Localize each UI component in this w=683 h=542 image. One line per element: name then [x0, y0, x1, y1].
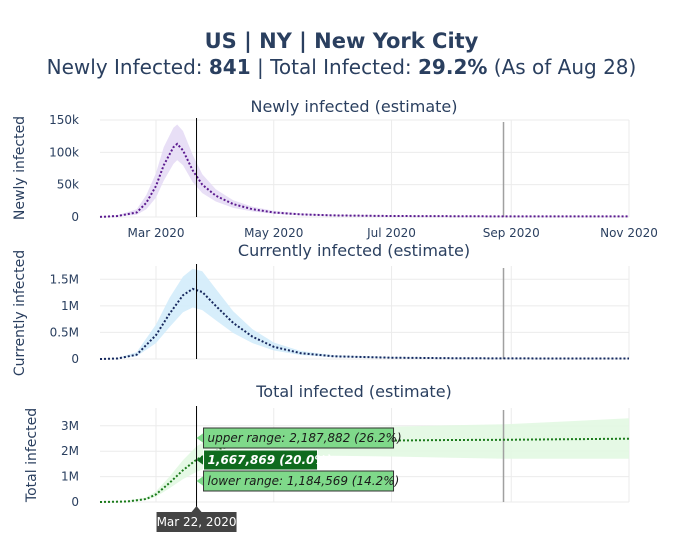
y-tick-label: 0 [71, 352, 79, 366]
uncertainty-band [100, 268, 629, 359]
tooltip-box [203, 470, 395, 492]
y-tick-label: 1.5M [50, 272, 79, 286]
y-tick-label: 0 [71, 495, 79, 509]
tooltip-pointer [196, 455, 204, 465]
series-line [99, 437, 630, 503]
series-line [99, 142, 629, 218]
y-tick-label: 1M [61, 299, 79, 313]
panel-title: Currently infected (estimate) [238, 241, 470, 260]
y-axis-label: Total infected [24, 408, 40, 503]
hover-tooltips: Mar 22, 2020 upper range: 2,187,882 (26.2… [156, 427, 402, 532]
hover-date-box [156, 512, 237, 532]
hover-date-label: Mar 22, 2020 [157, 515, 237, 529]
tooltip-box [203, 449, 319, 471]
total-infected-value: 29.2% [418, 55, 488, 79]
tooltip-box [203, 427, 395, 449]
hover-upper-label: upper range: 2,187,882 (26.2%) [208, 431, 402, 445]
y-axis-label: Currently infected [12, 250, 28, 376]
x-tick-label: Mar 2020 [127, 226, 184, 240]
chart-main-title: US | NY | New York City [204, 29, 479, 53]
panel-current: 0 0.5M 1M 1.5M Currently infected (estimate)… [12, 241, 630, 376]
series-line [99, 287, 629, 360]
tooltip-pointer [196, 476, 204, 486]
newly-infected-label: Newly Infected: [46, 55, 209, 79]
y-axis-label: Newly infected [12, 116, 28, 220]
newly-infected-value: 841 [208, 55, 251, 79]
chart-summary-line: Newly Infected: 841 | Total Infected: 29… [0, 55, 683, 79]
uncertainty-band [100, 124, 629, 217]
x-tick-label: Sep 2020 [483, 226, 540, 240]
y-tick-label: 0 [71, 210, 79, 224]
y-tick-label: 50k [57, 178, 79, 192]
panel-title: Newly infected (estimate) [250, 97, 457, 116]
x-tick-label: Nov 2020 [600, 226, 658, 240]
y-tick-label: 100k [49, 145, 79, 159]
hover-date-pointer [191, 506, 202, 512]
x-tick-label: May 2020 [244, 226, 303, 240]
y-tick-label: 3M [61, 419, 79, 433]
total-infected-label: | Total Infected: [250, 55, 419, 79]
y-tick-label: 2M [61, 444, 79, 458]
y-tick-label: 1M [61, 470, 79, 484]
panel-newly: 0 50k 100k 150k Newly infected (estimate) New… [12, 97, 630, 224]
hover-lower-label: lower range: 1,184,569 (14.2%) [208, 474, 400, 488]
hover-value-label: 1,667,869 (20.0%) [208, 453, 332, 467]
y-tick-label: 0.5M [50, 325, 79, 339]
y-tick-label: 150k [49, 113, 79, 127]
as-of-date: (As of Aug 28) [487, 55, 637, 79]
panel-title: Total infected (estimate) [255, 382, 452, 401]
x-tick-label: Jul 2020 [366, 226, 416, 240]
tooltip-pointer [196, 433, 204, 443]
